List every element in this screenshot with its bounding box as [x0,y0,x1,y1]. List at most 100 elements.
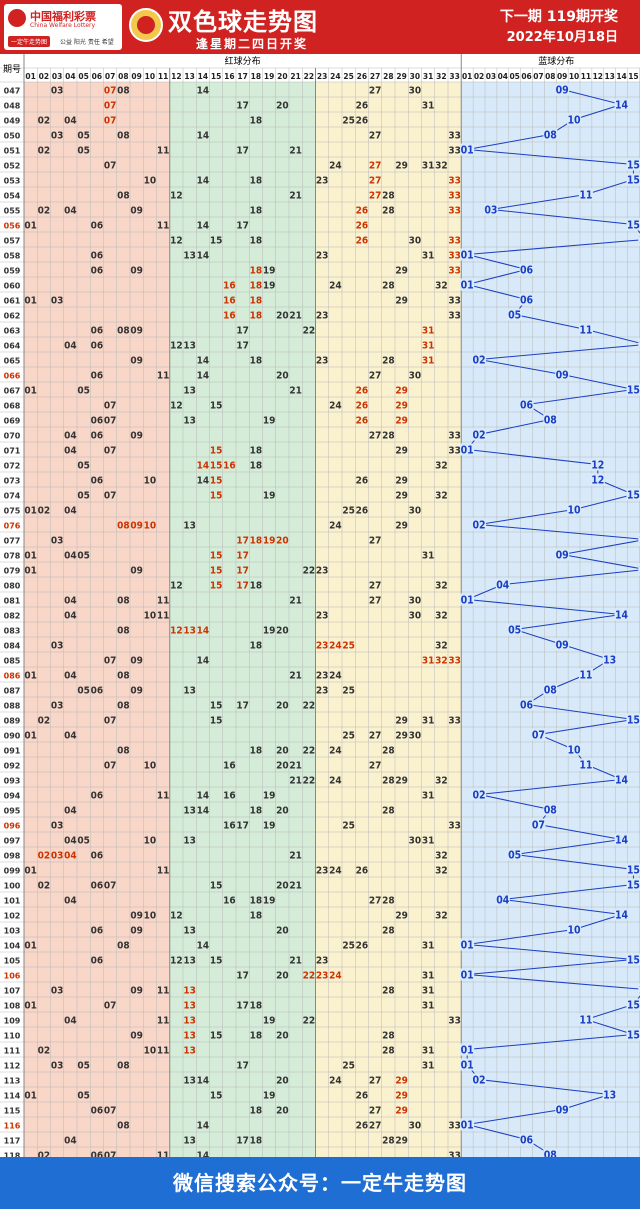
red-ball: 06 [91,341,104,352]
red-ball: 19 [263,626,276,637]
red-ball: 09 [130,566,143,577]
blue-ball-bg [460,1043,475,1056]
blue-ball-bg [543,803,558,816]
blue-ball: 09 [556,1105,569,1117]
logo-mark-icon [8,9,26,27]
red-ball: 12 [170,911,183,922]
red-ball: 31 [422,251,435,262]
red-ball: 12 [170,236,183,247]
red-ball: 25 [342,506,355,517]
issue-label: 058 [4,252,21,261]
red-ball: 31 [422,941,435,952]
blue-ball: 04 [496,895,510,907]
blue-ball: 02 [472,430,485,442]
red-ball: 26 [356,116,369,127]
red-ball: 18 [250,911,263,922]
red-ball: 10 [144,761,157,772]
red-ball: 26 [356,101,369,112]
red-ball: 22 [303,566,316,577]
issue-label: 102 [4,912,21,921]
red-ball: 03 [51,701,64,712]
red-ball: 23 [316,611,329,622]
blue-ball-bg [567,923,582,936]
red-col-header: 02 [39,72,49,81]
red-ball: 33 [448,446,461,457]
red-ball: 19 [263,416,276,427]
red-ball: 30 [409,1121,422,1132]
red-ball: 24 [329,1076,342,1087]
red-ball: 27 [369,161,382,172]
issue-label: 064 [4,342,21,351]
red-ball: 33 [448,191,461,202]
blue-ball: 10 [567,505,581,517]
red-ball: 14 [197,1076,210,1087]
red-ball: 05 [77,491,90,502]
red-ball: 17 [236,146,249,157]
issue-label: 069 [4,417,21,426]
red-ball: 04 [64,836,77,847]
blue-ball: 01 [461,595,474,607]
red-ball: 28 [382,926,395,937]
red-ball: 30 [409,371,422,382]
red-ball: 29 [395,161,408,172]
blue-ball: 11 [579,670,592,682]
red-ball: 21 [289,851,302,862]
red-ball: 01 [24,731,37,742]
blue-ball: 08 [544,685,557,697]
red-ball: 15 [210,401,223,412]
zone-dividers [23,54,462,1157]
red-ball: 32 [435,776,448,787]
red-ball: 18 [250,1031,263,1042]
issue-label: 084 [4,642,21,651]
red-ball: 31 [422,161,435,172]
red-ball: 02 [38,116,51,127]
red-ball: 24 [329,866,342,877]
red-ball: 21 [289,671,302,682]
blue-ball-bg [614,833,629,846]
red-ball: 11 [157,371,170,382]
blue-col-header: 06 [521,72,531,81]
issue-label: 054 [4,192,21,201]
issue-label: 092 [4,762,21,771]
blue-ball: 15 [627,1000,640,1012]
blue-ball-bg [460,938,475,951]
red-ball: 01 [24,941,37,952]
red-ball: 33 [448,296,461,307]
red-ball: 05 [77,686,90,697]
red-ball: 28 [382,206,395,217]
red-ball: 07 [104,881,117,892]
red-ball: 04 [64,206,77,217]
red-ball: 07 [104,1001,117,1012]
red-ball: 27 [369,176,382,187]
red-ball: 02 [38,146,51,157]
blue-ball: 14 [615,610,629,622]
red-ball: 28 [382,896,395,907]
red-ball: 29 [395,296,408,307]
red-ball: 09 [130,686,143,697]
red-ball: 11 [157,1151,170,1158]
red-ball: 25 [342,686,355,697]
blue-ball-bg [472,428,487,441]
red-ball: 17 [236,581,249,592]
red-col-header: 16 [224,72,234,81]
red-ball: 08 [117,521,130,532]
red-ball: 28 [382,746,395,757]
blue-ball-bg [614,98,629,111]
red-ball: 23 [316,956,329,967]
red-ball: 06 [91,686,104,697]
red-ball: 33 [448,176,461,187]
red-ball: 07 [104,101,117,112]
red-ball: 15 [210,476,223,487]
red-ball: 04 [64,1136,77,1147]
red-ball: 15 [210,566,223,577]
blue-ball: 04 [496,580,510,592]
issue-label: 077 [4,537,21,546]
red-ball: 20 [276,806,289,817]
red-ball: 20 [276,101,289,112]
red-ball: 29 [395,521,408,532]
red-ball: 32 [435,911,448,922]
red-ball: 15 [210,1031,223,1042]
blue-ball-bg [507,623,522,636]
issue-label: 049 [4,117,21,126]
